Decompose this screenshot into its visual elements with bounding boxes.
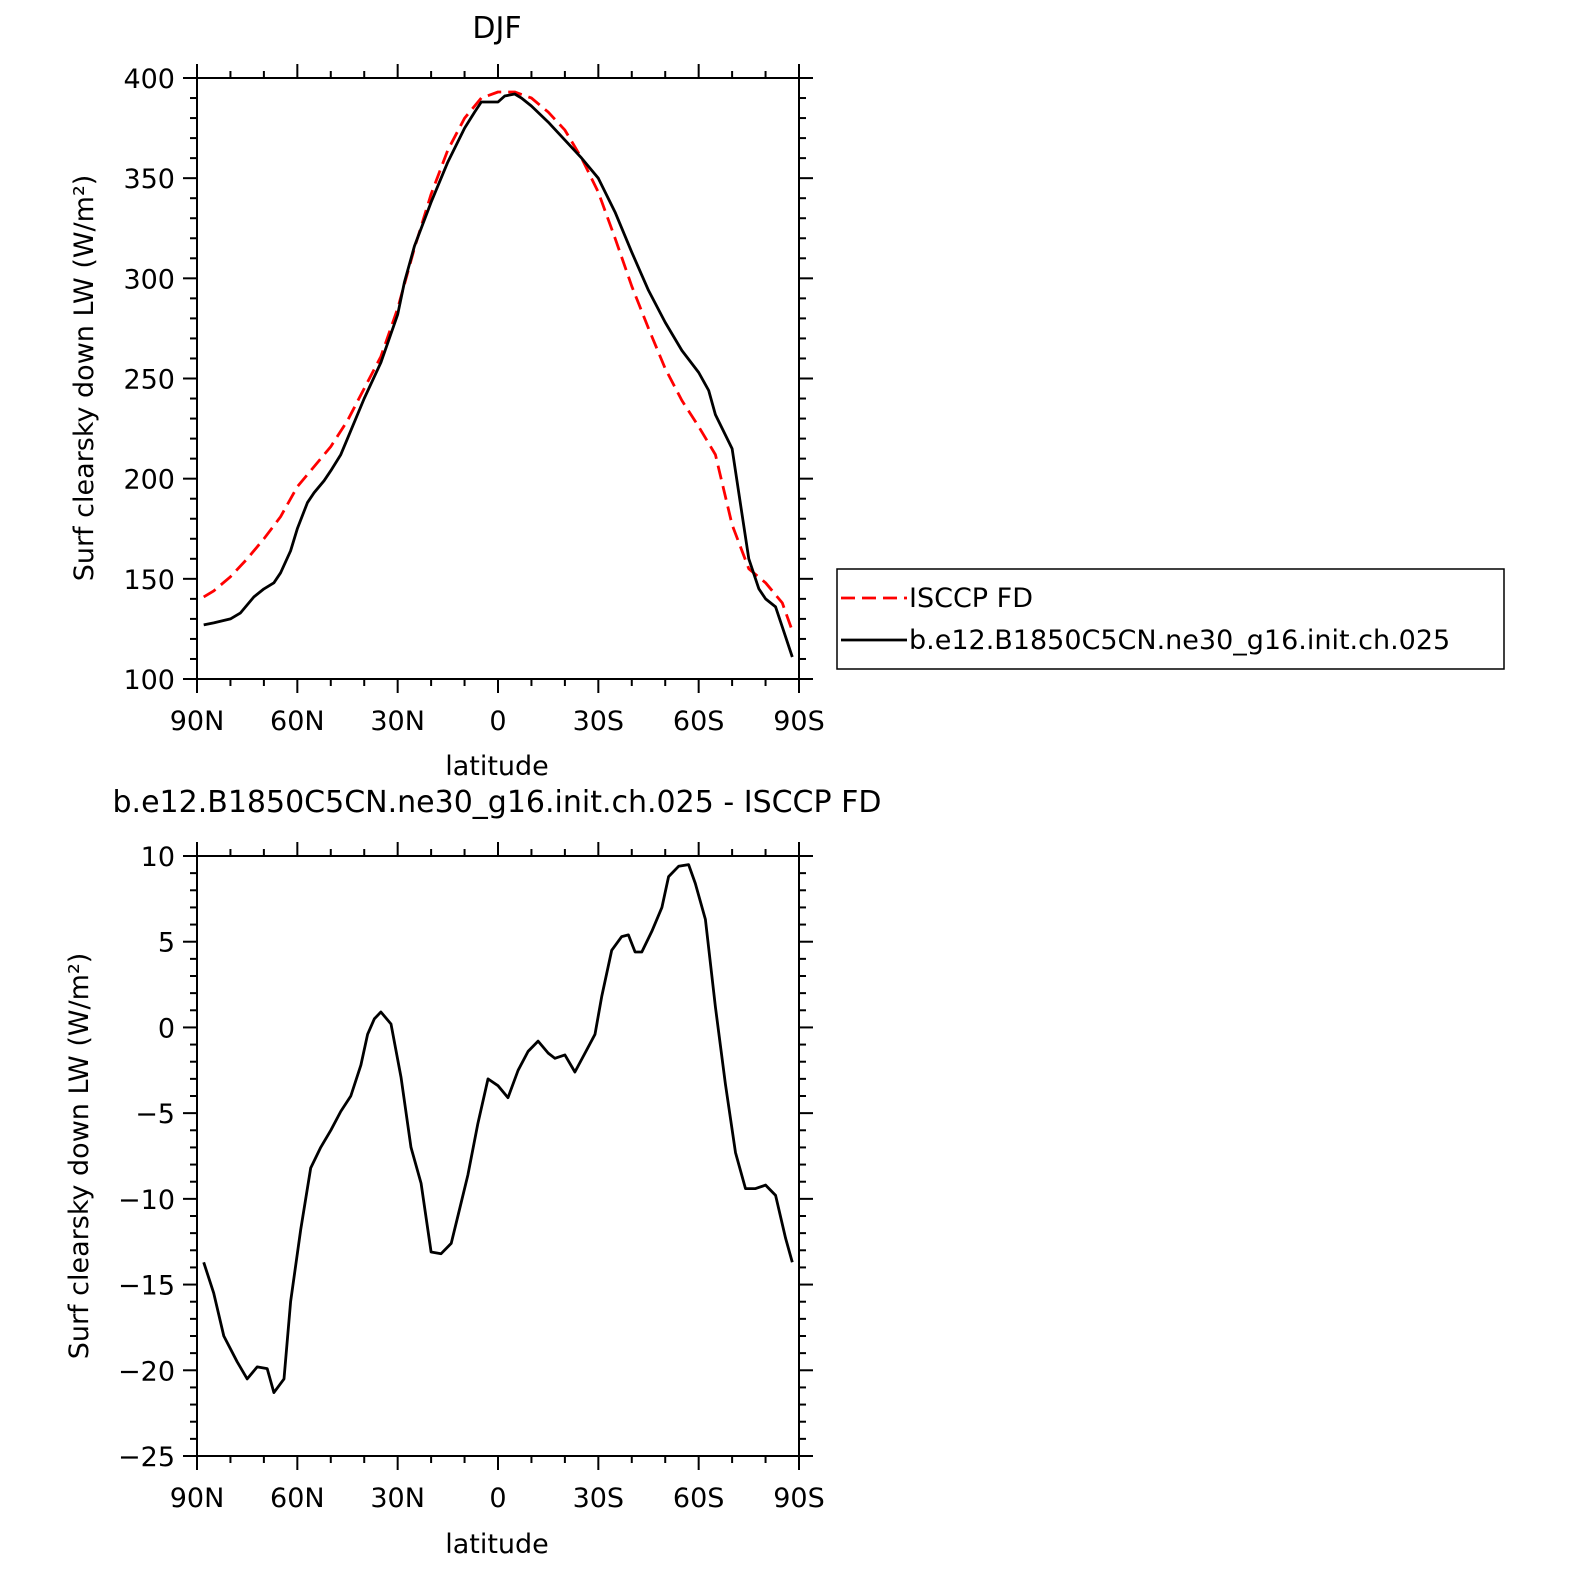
bottom-x-tick-label: 30S xyxy=(573,1483,625,1514)
top-y-tick-label: 300 xyxy=(123,264,175,295)
bottom-x-axis-label: latitude xyxy=(445,1529,549,1560)
top-y-axis-label: Surf clearsky down LW (W/m²) xyxy=(69,175,100,582)
legend-box xyxy=(836,568,1505,670)
top-y-tick-label: 400 xyxy=(123,64,175,95)
top-plot-area: 90N 60N 30N 0 30S 60S 90S 100 150 200 250 300 350 400 xyxy=(123,64,825,737)
top-series-line-1 xyxy=(203,92,794,658)
bottom-series-line-0 xyxy=(202,863,794,1394)
bottom-y-tick-label: −20 xyxy=(118,1356,175,1387)
bottom-y-axis-label: Surf clearsky down LW (W/m²) xyxy=(64,953,95,1360)
bottom-x-tick-label: 60N xyxy=(270,1483,325,1514)
bottom-panel: b.e12.B1850C5CN.ne30_g16.init.ch.025 - I… xyxy=(64,785,881,1560)
top-plot-frame xyxy=(196,77,800,680)
bottom-x-tick-label: 30N xyxy=(370,1483,425,1514)
top-x-tick-label: 30S xyxy=(573,706,625,737)
top-x-tick-label: 60N xyxy=(270,706,325,737)
top-x-tick-label: 60S xyxy=(673,706,725,737)
bottom-y-tick-label: 0 xyxy=(158,1013,175,1044)
bottom-y-tick-label: 5 xyxy=(158,928,175,959)
legend-label-isccp-fd: ISCCP FD xyxy=(909,583,1033,614)
top-x-tick-label: 90S xyxy=(773,706,825,737)
bottom-y-tick-label: −10 xyxy=(118,1185,175,1216)
legend: ISCCP FD b.e12.B1850C5CN.ne30_g16.init.c… xyxy=(836,568,1505,670)
top-panel: DJF 90N 60N 30N 0 30S 60S 90S 100 150 200 250 300 35… xyxy=(69,11,825,782)
top-series-line-0 xyxy=(202,90,794,632)
legend-label-model: b.e12.B1850C5CN.ne30_g16.init.ch.025 xyxy=(909,625,1450,656)
top-x-axis-label: latitude xyxy=(445,751,549,782)
top-y-tick-label: 200 xyxy=(123,465,175,496)
bottom-y-tick-label: −25 xyxy=(118,1442,175,1473)
bottom-chart-title: b.e12.B1850C5CN.ne30_g16.init.ch.025 - I… xyxy=(113,785,882,820)
bottom-x-tick-label: 90N xyxy=(170,1483,225,1514)
bottom-y-tick-label: −5 xyxy=(135,1099,175,1130)
top-y-tick-label: 350 xyxy=(123,164,175,195)
top-x-tick-label: 90N xyxy=(170,706,225,737)
bottom-y-tick-label: −15 xyxy=(118,1271,175,1302)
top-chart-title: DJF xyxy=(472,11,521,46)
top-y-tick-label: 100 xyxy=(123,665,175,696)
top-y-tick-label: 150 xyxy=(123,565,175,596)
top-x-tick-label: 30N xyxy=(370,706,425,737)
top-x-tick-label: 0 xyxy=(489,706,506,737)
bottom-x-tick-label: 60S xyxy=(673,1483,725,1514)
bottom-plot-area: 90N 60N 30N 0 30S 60S 90S −25 −20 −15 −10 −5 0 5 10 xyxy=(118,842,825,1514)
bottom-x-tick-label: 0 xyxy=(489,1483,506,1514)
bottom-y-tick-label: 10 xyxy=(141,842,175,873)
bottom-x-tick-label: 90S xyxy=(773,1483,825,1514)
top-y-tick-label: 250 xyxy=(123,365,175,396)
